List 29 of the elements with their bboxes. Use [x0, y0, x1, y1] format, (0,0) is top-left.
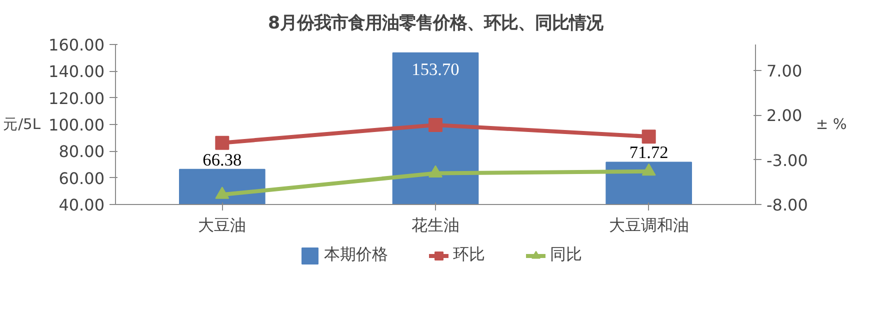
y-tick-label: 100.00: [48, 116, 104, 134]
legend-label: 同比: [550, 244, 582, 266]
y-axis-title: 元/5L: [3, 116, 42, 133]
data-label: 153.70: [412, 60, 460, 79]
point: [428, 165, 442, 178]
y2-tick-label: -3.00: [766, 150, 808, 170]
y-tick-label: 60.00: [58, 168, 105, 188]
y2-tick-label: -8.00: [766, 196, 808, 214]
data-label: 71.72: [629, 143, 668, 162]
y2-axis-title: ± %: [816, 116, 847, 133]
x-tick-label: 大豆调和油: [608, 216, 689, 234]
y-tick-label: 140.00: [48, 62, 104, 82]
y2-tick-label: 2.00: [766, 106, 802, 126]
point: [428, 118, 442, 132]
y-tick-label: 80.00: [58, 142, 105, 162]
y-tick-label: 160.00: [48, 36, 104, 54]
legend-label: 环比: [453, 244, 485, 266]
point: [642, 163, 656, 176]
data-label: 66.38: [202, 150, 242, 170]
legend-label: 本期价格: [324, 244, 388, 266]
y-tick-label: 120.00: [48, 88, 104, 108]
x-tick-label: 大豆油: [198, 216, 246, 234]
x-tick-label: 花生油: [412, 216, 460, 234]
point: [642, 130, 656, 144]
point: [215, 186, 230, 199]
y2-tick-label: 7.00: [766, 61, 802, 80]
point: [215, 136, 230, 150]
chart-title: 8月份我市食用油零售价格、环比、同比情况: [268, 14, 604, 34]
y-tick-label: 40.00: [58, 196, 105, 214]
